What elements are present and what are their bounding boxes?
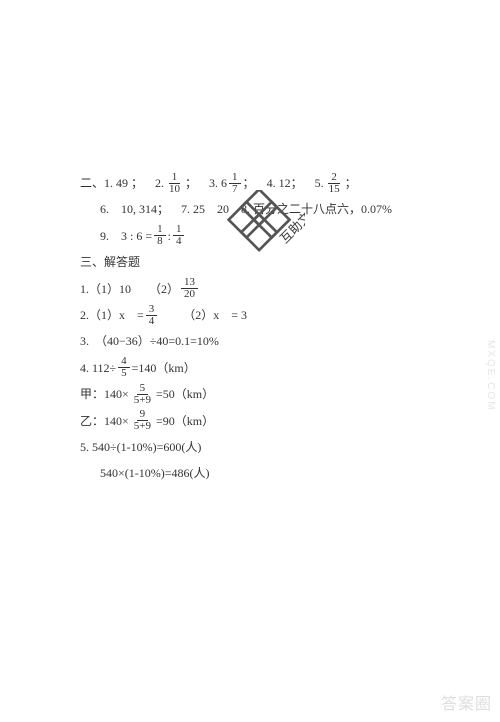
s2-item5a: 5. [315, 170, 324, 196]
section-2-prefix: 二、 [80, 170, 104, 196]
section-2-line-3: 9. 3 : 6 = 1 8 : 1 4 [100, 223, 440, 249]
watermark-corner: 答案圈 [441, 690, 492, 714]
s3-q2: 2.（1）x = 3 4 （2）x = 3 [80, 302, 440, 328]
s3-q4-line2: 甲：140× 5 5+9 =50（km） [80, 381, 440, 407]
section-2-line-1: 二、 1. 49 ； 2. 1 10 ； 3. 6 1 7 ； 4. 12； 5… [80, 170, 440, 196]
frac-1-7: 1 7 [229, 172, 241, 195]
s2-item4: 4. 12； [267, 170, 303, 196]
section-2-line-2: 6. 10, 314； 7. 25 20 8. 百分之二十八点六，0.07% [100, 196, 440, 222]
s3-q5-line2: 540×(1-10%)=486(人) [100, 460, 440, 486]
frac-5-5plus9-a: 5 5+9 [131, 383, 154, 406]
s3-q4-line1: 4. 112÷ 4 5 =140（km） [80, 355, 440, 381]
s3-q4-line3: 乙：140× 9 5+9 =90（km） [80, 408, 440, 434]
s2-item2a: 2. [155, 170, 164, 196]
s2-item6: 6. 10, 314； [100, 196, 169, 222]
s3-q3: 3. （40−36）÷40=0.1=10% [80, 328, 440, 354]
frac-9-5plus9: 9 5+9 [131, 409, 154, 432]
frac-3-4: 3 4 [146, 304, 158, 327]
s2-item5b: ； [345, 170, 357, 196]
s2-item9b: : [168, 223, 171, 249]
section-3-header: 三、解答题 [80, 249, 440, 275]
frac-2-15: 2 15 [326, 172, 343, 195]
s2-item1: 1. 49 ； [104, 170, 143, 196]
s2-item3b: ； [243, 170, 255, 196]
answer-content: 二、 1. 49 ； 2. 1 10 ； 3. 6 1 7 ； 4. 12； 5… [80, 170, 440, 487]
s3-q5-line1: 5. 540÷(1-10%)=600(人) [80, 434, 440, 460]
frac-13-20: 13 20 [181, 277, 198, 300]
frac-1-4: 1 4 [173, 224, 185, 247]
s3-q1: 1.（1）10 （2） 13 20 [80, 276, 440, 302]
frac-4-5: 4 5 [118, 356, 130, 379]
s2-item3a: 3. 6 [209, 170, 227, 196]
s2-item9a: 9. 3 : 6 = [100, 223, 152, 249]
frac-1-8: 1 8 [154, 224, 166, 247]
s2-item7: 7. 25 20 [181, 196, 229, 222]
s2-item8: 8. 百分之二十八点六，0.07% [241, 196, 392, 222]
s2-item2b: ； [185, 170, 197, 196]
frac-1-10: 1 10 [166, 172, 183, 195]
watermark-side: MXQE.COM [485, 340, 496, 412]
